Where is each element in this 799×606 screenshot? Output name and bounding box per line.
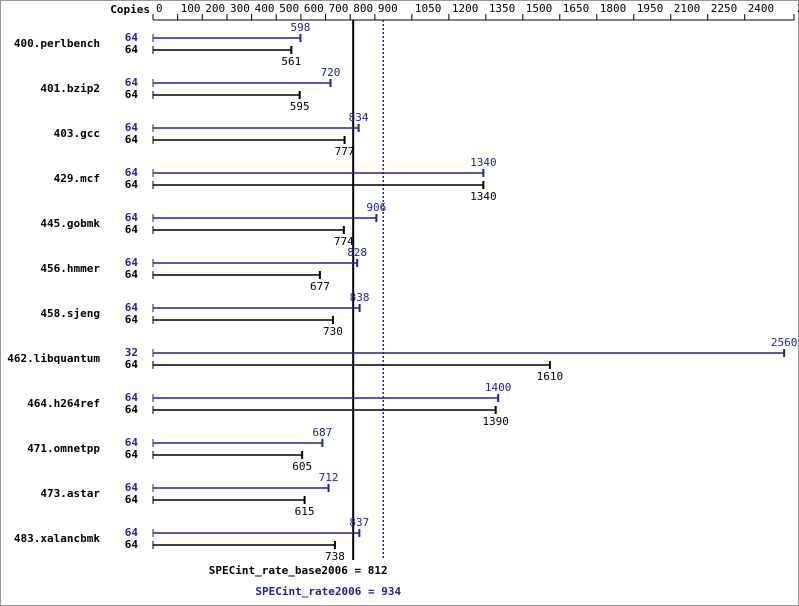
benchmark-label: 445.gobmk xyxy=(40,217,100,230)
copies-label: 64 xyxy=(125,403,139,416)
x-tick-label: 900 xyxy=(378,2,398,15)
x-tick-label: 400 xyxy=(255,2,275,15)
x-tick-label: 300 xyxy=(230,2,250,15)
value-label: 1400 xyxy=(485,381,512,394)
x-tick-label: 1650 xyxy=(563,2,590,15)
x-tick-label: 1200 xyxy=(452,2,479,15)
value-label: 605 xyxy=(292,460,312,473)
copies-label: 64 xyxy=(125,481,139,494)
x-tick-label: 2400 xyxy=(748,2,775,15)
x-tick-label: 200 xyxy=(205,2,225,15)
value-label: 1390 xyxy=(482,415,509,428)
x-tick-label: 2100 xyxy=(674,2,701,15)
copies-label: 64 xyxy=(125,301,139,314)
copies-label: 64 xyxy=(125,31,139,44)
value-label: 837 xyxy=(349,516,369,529)
value-label: 2560 xyxy=(771,336,798,349)
value-label: 1340 xyxy=(470,156,497,169)
benchmark-label: 401.bzip2 xyxy=(40,82,100,95)
value-label: 1610 xyxy=(537,370,564,383)
reference-label: SPECint_rate2006 = 934 xyxy=(255,585,401,598)
value-label: 677 xyxy=(310,280,330,293)
value-label: 1340 xyxy=(470,190,497,203)
value-label: 828 xyxy=(347,246,367,259)
copies-label: 64 xyxy=(125,178,139,191)
value-label: 615 xyxy=(295,505,315,518)
copies-label: 64 xyxy=(125,391,139,404)
x-tick-label: 100 xyxy=(181,2,201,15)
value-label: 687 xyxy=(312,426,332,439)
x-tick-label: 1950 xyxy=(637,2,664,15)
x-tick-label: 500 xyxy=(279,2,299,15)
x-tick-label: 1050 xyxy=(415,2,442,15)
copies-label: 64 xyxy=(125,493,139,506)
copies-label: 32 xyxy=(125,346,138,359)
copies-label: 64 xyxy=(125,313,139,326)
copies-label: 64 xyxy=(125,526,139,539)
copies-header: Copies xyxy=(110,3,150,16)
x-tick-label: 2250 xyxy=(711,2,738,15)
copies-label: 64 xyxy=(125,166,139,179)
value-label: 738 xyxy=(325,550,345,563)
benchmark-label: 471.omnetpp xyxy=(27,442,100,455)
value-label: 906 xyxy=(366,201,386,214)
benchmark-label: 400.perlbench xyxy=(14,37,100,50)
copies-label: 64 xyxy=(125,538,139,551)
x-tick-label: 1500 xyxy=(526,2,553,15)
x-tick-label: 2600 xyxy=(797,2,799,15)
copies-label: 64 xyxy=(125,268,139,281)
copies-label: 64 xyxy=(125,436,139,449)
benchmark-label: 473.astar xyxy=(40,487,100,500)
value-label: 595 xyxy=(290,100,310,113)
copies-label: 64 xyxy=(125,358,139,371)
copies-label: 64 xyxy=(125,76,139,89)
x-tick-label: 700 xyxy=(329,2,349,15)
copies-label: 64 xyxy=(125,88,139,101)
x-tick-label: 1350 xyxy=(489,2,515,15)
x-tick-label: 600 xyxy=(304,2,324,15)
copies-label: 64 xyxy=(125,256,139,269)
copies-label: 64 xyxy=(125,211,139,224)
benchmark-label: 429.mcf xyxy=(54,172,100,185)
copies-label: 64 xyxy=(125,133,139,146)
benchmark-label: 403.gcc xyxy=(54,127,100,140)
benchmark-label: 456.hmmer xyxy=(40,262,100,275)
benchmark-label: 483.xalancbmk xyxy=(14,532,100,545)
value-label: 834 xyxy=(349,111,369,124)
x-tick-label: 1800 xyxy=(600,2,627,15)
x-tick-label: 800 xyxy=(353,2,373,15)
value-label: 598 xyxy=(290,21,310,34)
copies-label: 64 xyxy=(125,223,139,236)
value-label: 774 xyxy=(334,235,354,248)
benchmark-label: 458.sjeng xyxy=(40,307,100,320)
value-label: 720 xyxy=(321,66,341,79)
value-label: 730 xyxy=(323,325,343,338)
copies-label: 64 xyxy=(125,121,139,134)
copies-label: 64 xyxy=(125,448,139,461)
reference-label: SPECint_rate_base2006 = 812 xyxy=(209,564,388,577)
benchmark-label: 464.h264ref xyxy=(27,397,100,410)
value-label: 838 xyxy=(350,291,370,304)
value-label: 777 xyxy=(335,145,355,158)
copies-label: 64 xyxy=(125,43,139,56)
value-label: 712 xyxy=(319,471,339,484)
x-tick-label: 0 xyxy=(156,2,163,15)
benchmark-label: 462.libquantum xyxy=(7,352,100,365)
value-label: 561 xyxy=(281,55,301,68)
